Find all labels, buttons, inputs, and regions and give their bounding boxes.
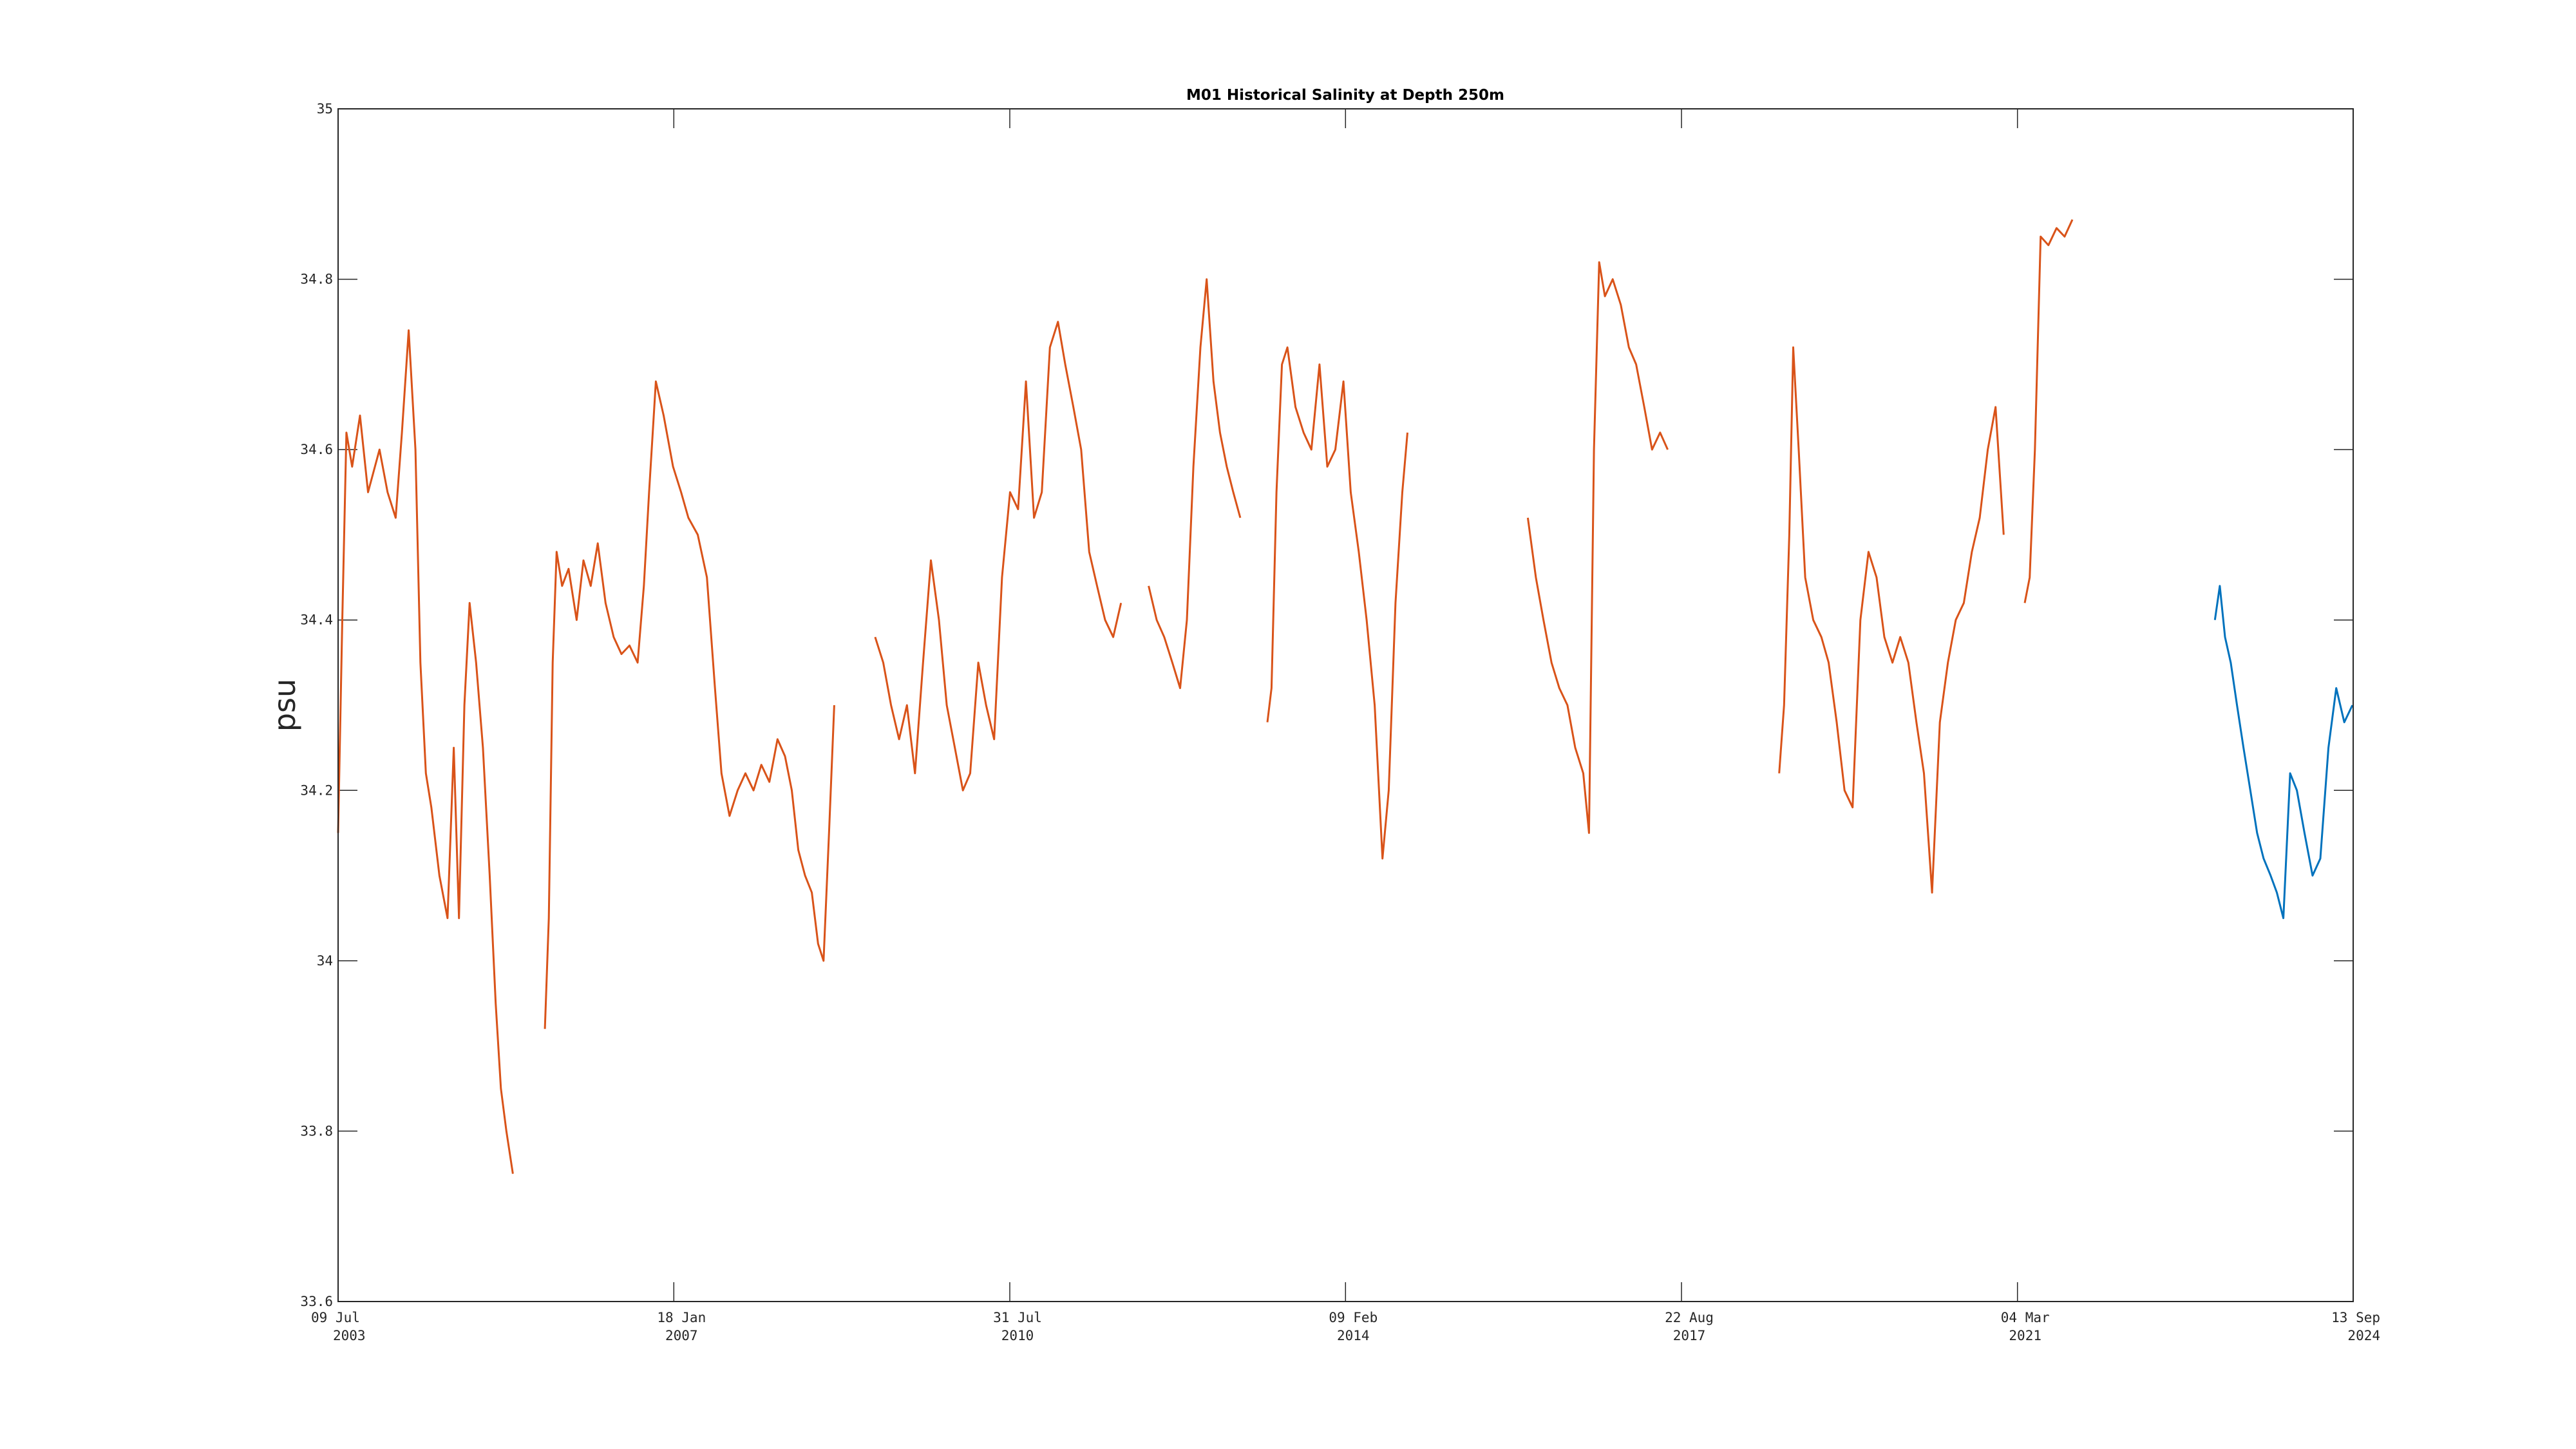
series-1-segment-1 <box>337 329 514 1174</box>
y-tick-label: 35 <box>317 101 333 117</box>
ticks-layer <box>337 108 2354 1302</box>
x-tick-label-year: 2010 <box>1001 1328 1034 1343</box>
y-tick-label: 34.2 <box>300 782 333 798</box>
y-tick-label: 34.8 <box>300 272 333 287</box>
x-tick-label-day: 09 Jul <box>311 1310 360 1325</box>
series-1-segment-2 <box>544 380 835 1029</box>
x-tick-label-year: 2014 <box>1337 1328 1370 1343</box>
x-tick-label-day: 22 Aug <box>1665 1310 1714 1325</box>
series-1-segment-4 <box>1148 278 1242 689</box>
y-tick-label: 33.6 <box>300 1294 333 1309</box>
x-tick-label-year: 2007 <box>665 1328 698 1343</box>
series-layer <box>337 219 2354 1174</box>
x-tick-label-day: 04 Mar <box>2001 1310 2050 1325</box>
axes-box <box>337 108 2354 1302</box>
y-tick-label: 34.4 <box>300 612 333 628</box>
series-1-segment-8 <box>2023 219 2074 603</box>
y-tick-label: 34 <box>317 953 333 969</box>
x-tick-label-year: 2017 <box>1673 1328 1706 1343</box>
tick-labels-layer: 33.6 33.8 34 34.2 34.4 34.6 34.8 35 09 Jul 2003 18… <box>300 101 2380 1343</box>
series-1-segment-7 <box>1778 346 2005 894</box>
series-2-segment-1 <box>2213 585 2354 920</box>
x-tick-label-day: 13 Sep <box>2331 1310 2380 1325</box>
x-tick-label-year: 2024 <box>2347 1328 2380 1343</box>
series-1-segment-5 <box>1266 346 1408 860</box>
y-axis-label: psu <box>267 679 302 732</box>
x-tick-label-year: 2021 <box>2009 1328 2041 1343</box>
y-tick-label: 34.6 <box>300 442 333 457</box>
x-tick-label-day: 31 Jul <box>993 1310 1042 1325</box>
series-1-segment-6 <box>1526 261 1669 834</box>
chart-title: M01 Historical Salinity at Depth 250m <box>1186 87 1504 104</box>
x-tick-label-year: 2003 <box>333 1328 366 1343</box>
y-tick-label: 33.8 <box>300 1123 333 1139</box>
x-tick-label-day: 09 Feb <box>1329 1310 1378 1325</box>
series-1-segment-3 <box>874 321 1122 791</box>
x-tick-label-day: 18 Jan <box>657 1310 706 1325</box>
